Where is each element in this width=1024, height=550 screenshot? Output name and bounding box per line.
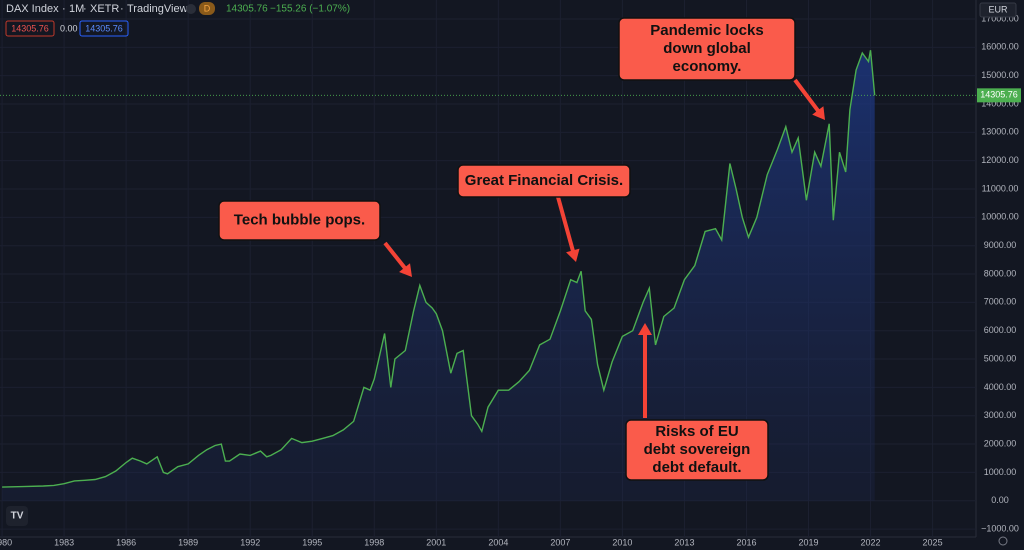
x-tick-label: 2016 bbox=[736, 537, 756, 547]
status-dot bbox=[186, 4, 196, 14]
y-tick-label: 0.00 bbox=[991, 495, 1009, 505]
annotation-box bbox=[457, 164, 631, 198]
box-open: 14305.76 bbox=[11, 23, 49, 33]
y-tick-label: 10000.00 bbox=[981, 212, 1019, 222]
x-tick-label: 2001 bbox=[426, 537, 446, 547]
y-tick-label: 2000.00 bbox=[984, 438, 1017, 448]
arrow-head bbox=[638, 323, 652, 335]
y-tick-label: 13000.00 bbox=[981, 127, 1019, 137]
annotation-text: debt sovereign bbox=[644, 441, 751, 458]
change: −155.26 (−1.07%) bbox=[270, 4, 350, 15]
y-tick-label: 7000.00 bbox=[984, 297, 1017, 307]
svg-text:TV: TV bbox=[11, 511, 24, 522]
currency-button[interactable] bbox=[979, 2, 1017, 18]
settings-icon[interactable] bbox=[998, 536, 1008, 546]
x-tick-label: 1986 bbox=[116, 537, 136, 547]
y-tick-label: 6000.00 bbox=[984, 325, 1017, 335]
arrow-head bbox=[812, 106, 825, 120]
arrow-head bbox=[399, 263, 412, 277]
box bbox=[5, 20, 55, 37]
y-tick-label: 12000.00 bbox=[981, 155, 1019, 165]
y-tick-label: 8000.00 bbox=[984, 268, 1017, 278]
annotation-text: down global bbox=[663, 40, 751, 57]
arrow-head bbox=[566, 248, 580, 262]
annotation-box bbox=[625, 419, 769, 481]
x-tick-label: 2025 bbox=[923, 537, 943, 547]
badge-text: D bbox=[204, 3, 211, 13]
annotation-text: Pandemic locks bbox=[650, 22, 763, 39]
annotation-text: debt default. bbox=[652, 459, 741, 476]
y-tick-label: 15000.00 bbox=[981, 70, 1019, 80]
x-tick-label: 1992 bbox=[240, 537, 260, 547]
y-tick-label: 16000.00 bbox=[981, 42, 1019, 52]
x-tick-label: 1983 bbox=[54, 537, 74, 547]
last: 14305.76 bbox=[226, 4, 268, 15]
y-tick-label: 3000.00 bbox=[984, 410, 1017, 420]
area-fill bbox=[2, 50, 875, 501]
y-tick-label: −1000.00 bbox=[981, 523, 1019, 533]
interval[interactable]: 1M bbox=[69, 3, 84, 15]
x-tick-label: 1989 bbox=[178, 537, 198, 547]
annotation-box bbox=[218, 200, 381, 241]
last-price-tag bbox=[977, 88, 1021, 103]
source: TradingView bbox=[127, 3, 188, 15]
exchange: XETR bbox=[90, 3, 119, 15]
arrow bbox=[383, 241, 410, 274]
y-tick-label: 17000.00 bbox=[981, 13, 1019, 23]
x-tick-label: 2022 bbox=[861, 537, 881, 547]
y-tick-label: 5000.00 bbox=[984, 353, 1017, 363]
annotation-box bbox=[618, 17, 796, 81]
x-tick-label: 1980 bbox=[0, 537, 12, 547]
sep: · bbox=[83, 3, 87, 15]
annotation-text: Great Financial Crisis. bbox=[465, 172, 623, 189]
annotation-text: Tech bubble pops. bbox=[234, 211, 365, 228]
badge[interactable] bbox=[199, 2, 215, 15]
x-tick-label: 2007 bbox=[550, 537, 570, 547]
x-tick-label: 1998 bbox=[364, 537, 384, 547]
arrow bbox=[793, 78, 824, 117]
sep: · bbox=[62, 3, 66, 15]
annotation-text: Risks of EU bbox=[655, 423, 738, 440]
arrow bbox=[556, 196, 577, 257]
x-tick-label: 2019 bbox=[798, 537, 818, 547]
price-line bbox=[2, 50, 876, 488]
x-tick-label: 2013 bbox=[674, 537, 694, 547]
x-tick-label: 1995 bbox=[302, 537, 322, 547]
box-close: 14305.76 bbox=[85, 23, 123, 33]
y-tick-label: 11000.00 bbox=[982, 183, 1019, 193]
x-tick-label: 2004 bbox=[488, 537, 508, 547]
sep: · bbox=[120, 3, 124, 15]
currency: EUR bbox=[988, 4, 1008, 14]
tv-logo: TV bbox=[6, 506, 28, 526]
y-tick-label: 4000.00 bbox=[984, 382, 1017, 392]
y-tick-label: 14000.00 bbox=[981, 98, 1019, 108]
y-tick-label: 9000.00 bbox=[984, 240, 1017, 250]
annotation-text: economy. bbox=[673, 58, 742, 75]
x-tick-label: 2010 bbox=[612, 537, 632, 547]
symbol[interactable]: DAX Index bbox=[6, 3, 59, 15]
box bbox=[79, 20, 129, 37]
y-tick-label: 1000.00 bbox=[984, 467, 1017, 477]
box-mid: 0.00 bbox=[60, 23, 78, 33]
last-price-label: 14305.76 bbox=[980, 90, 1018, 100]
